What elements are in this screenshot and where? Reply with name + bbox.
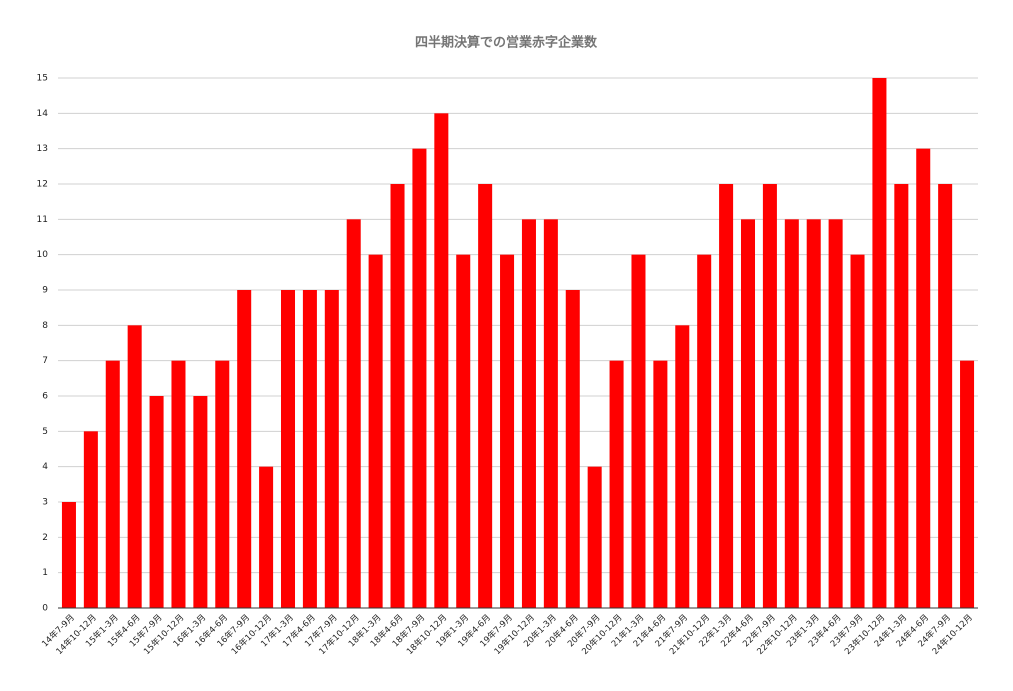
bar — [149, 396, 164, 608]
bar — [61, 502, 76, 608]
bar — [587, 466, 602, 608]
y-tick-label: 3 — [42, 498, 48, 508]
bar — [894, 184, 909, 608]
bar — [762, 184, 777, 608]
bar — [543, 219, 558, 609]
bar — [719, 184, 734, 608]
y-tick-label: 9 — [42, 286, 48, 296]
bar — [83, 431, 98, 608]
y-tick-label: 7 — [42, 356, 48, 366]
y-tick-label: 11 — [37, 215, 48, 225]
bar — [806, 219, 821, 609]
y-tick-label: 2 — [42, 533, 48, 543]
bar — [259, 466, 274, 608]
y-tick-label: 5 — [42, 427, 48, 437]
bar — [697, 254, 712, 608]
bar — [280, 290, 296, 608]
y-tick-label: 0 — [42, 604, 48, 614]
bar — [368, 254, 383, 608]
y-tick-label: 10 — [37, 250, 49, 260]
y-tick-label: 14 — [37, 109, 49, 119]
bar — [653, 360, 668, 608]
bar — [938, 184, 953, 608]
bar — [850, 254, 865, 608]
y-tick-label: 1 — [42, 568, 48, 578]
bar — [390, 184, 405, 608]
y-tick-label: 15 — [37, 74, 48, 84]
chart-title: 四半期決算での営業赤字企業数 — [415, 35, 598, 51]
bar — [631, 254, 646, 608]
bar — [500, 254, 515, 608]
bar — [916, 148, 931, 608]
bar — [609, 360, 624, 608]
bar — [346, 219, 361, 609]
y-tick-label: 4 — [42, 462, 48, 472]
bar — [456, 254, 471, 608]
bar — [412, 148, 427, 608]
y-tick-label: 8 — [42, 321, 48, 331]
bar — [521, 219, 536, 609]
bar — [302, 290, 317, 608]
bar — [171, 360, 186, 608]
y-tick-label: 13 — [37, 144, 48, 154]
bar — [565, 290, 580, 608]
bar — [784, 219, 799, 609]
bar — [434, 113, 449, 608]
bar — [324, 290, 339, 608]
bar — [127, 325, 142, 608]
bar — [960, 360, 975, 608]
bar — [675, 325, 690, 608]
bar — [828, 219, 843, 609]
y-tick-label: 6 — [42, 392, 48, 402]
bar — [478, 184, 493, 608]
bar — [872, 78, 887, 608]
bar — [193, 396, 208, 608]
y-tick-label: 12 — [37, 180, 48, 190]
bar — [215, 360, 230, 608]
bar — [740, 219, 756, 609]
bar — [105, 360, 120, 608]
bar — [237, 290, 252, 608]
